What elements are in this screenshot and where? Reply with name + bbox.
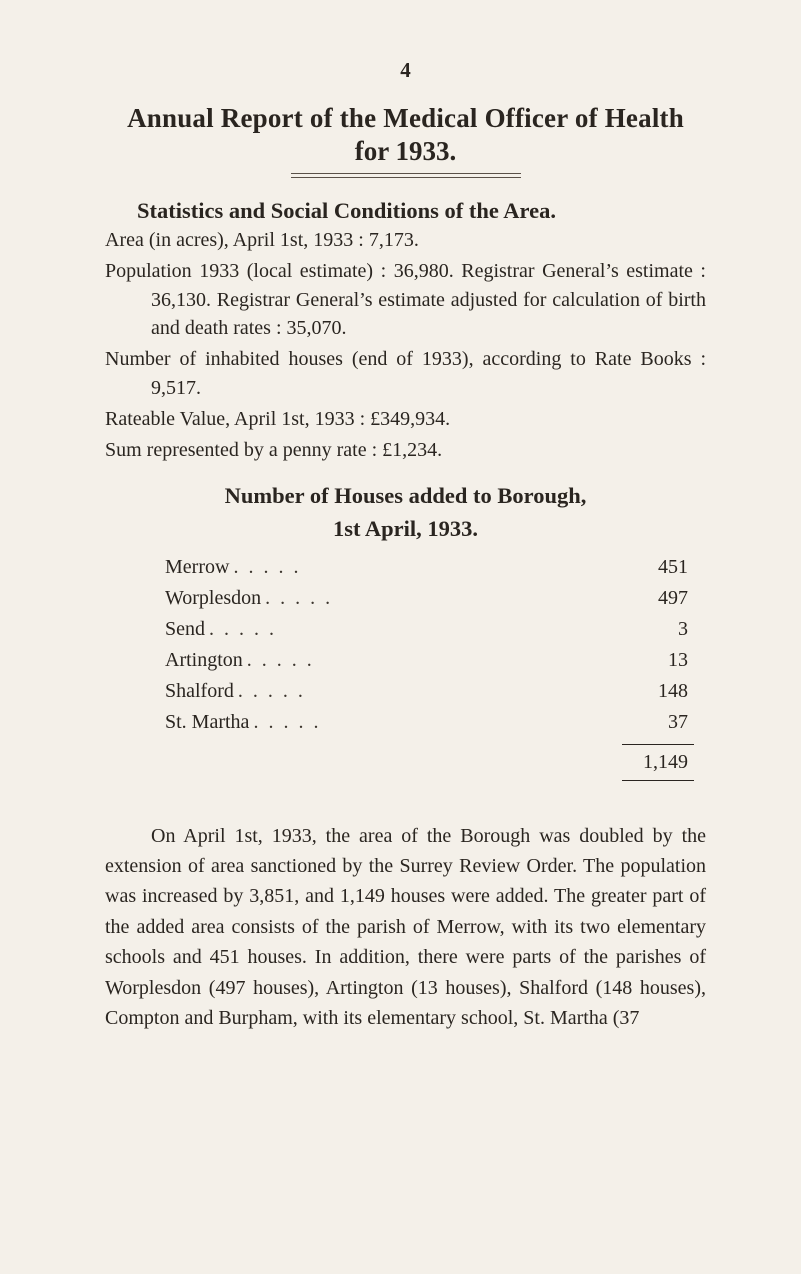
leader-dots: ..... <box>205 614 608 645</box>
penny-rate-line: Sum represented by a penny rate : £1,234… <box>105 436 706 465</box>
total-rule-top <box>105 744 706 745</box>
leader-dots: ..... <box>249 707 608 738</box>
leader-dots: ..... <box>229 552 608 583</box>
house-value: 497 <box>608 583 706 614</box>
house-value: 37 <box>608 707 706 738</box>
house-value: 451 <box>608 552 706 583</box>
houses-heading: Number of Houses added to Borough, 1st A… <box>105 480 706 545</box>
houses-table: Merrow ..... 451 Worplesdon ..... 497 Se… <box>105 552 706 781</box>
table-row: Artington ..... 13 <box>105 645 706 676</box>
document-page: 4 Annual Report of the Medical Officer o… <box>0 0 801 1274</box>
house-name: Shalford <box>105 676 234 707</box>
house-value: 3 <box>608 614 706 645</box>
house-name: St. Martha <box>105 707 249 738</box>
table-row: Shalford ..... 148 <box>105 676 706 707</box>
leader-dots: ..... <box>261 583 608 614</box>
houses-heading-line2: 1st April, 1933. <box>105 513 706 546</box>
houses-heading-line1: Number of Houses added to Borough, <box>105 480 706 513</box>
table-row: Worplesdon ..... 497 <box>105 583 706 614</box>
area-line: Area (in acres), April 1st, 1933 : 7,173… <box>105 226 706 255</box>
population-line: Population 1933 (local estimate) : 36,98… <box>105 257 706 343</box>
leader-dots: ..... <box>243 645 608 676</box>
closing-paragraph: On April 1st, 1933, the area of the Boro… <box>105 821 706 1034</box>
report-title-line1: Annual Report of the Medical Officer of … <box>105 103 706 134</box>
table-row: Send ..... 3 <box>105 614 706 645</box>
section-heading-statistics: Statistics and Social Conditions of the … <box>137 198 706 224</box>
leader-dots: ..... <box>234 676 608 707</box>
statistics-body: Area (in acres), April 1st, 1933 : 7,173… <box>105 226 706 464</box>
house-name: Merrow <box>105 552 229 583</box>
page-number: 4 <box>105 58 706 83</box>
houses-total: 1,149 <box>105 751 706 774</box>
table-row: Merrow ..... 451 <box>105 552 706 583</box>
total-rule-bottom <box>105 780 706 781</box>
table-row: St. Martha ..... 37 <box>105 707 706 738</box>
house-name: Worplesdon <box>105 583 261 614</box>
house-value: 148 <box>608 676 706 707</box>
house-name: Artington <box>105 645 243 676</box>
house-name: Send <box>105 614 205 645</box>
report-title-line2: for 1933. <box>105 136 706 167</box>
inhabited-houses-line: Number of inhabited houses (end of 1933)… <box>105 345 706 403</box>
house-value: 13 <box>608 645 706 676</box>
rateable-value-line: Rateable Value, April 1st, 1933 : £349,9… <box>105 405 706 434</box>
title-rule <box>105 173 706 178</box>
